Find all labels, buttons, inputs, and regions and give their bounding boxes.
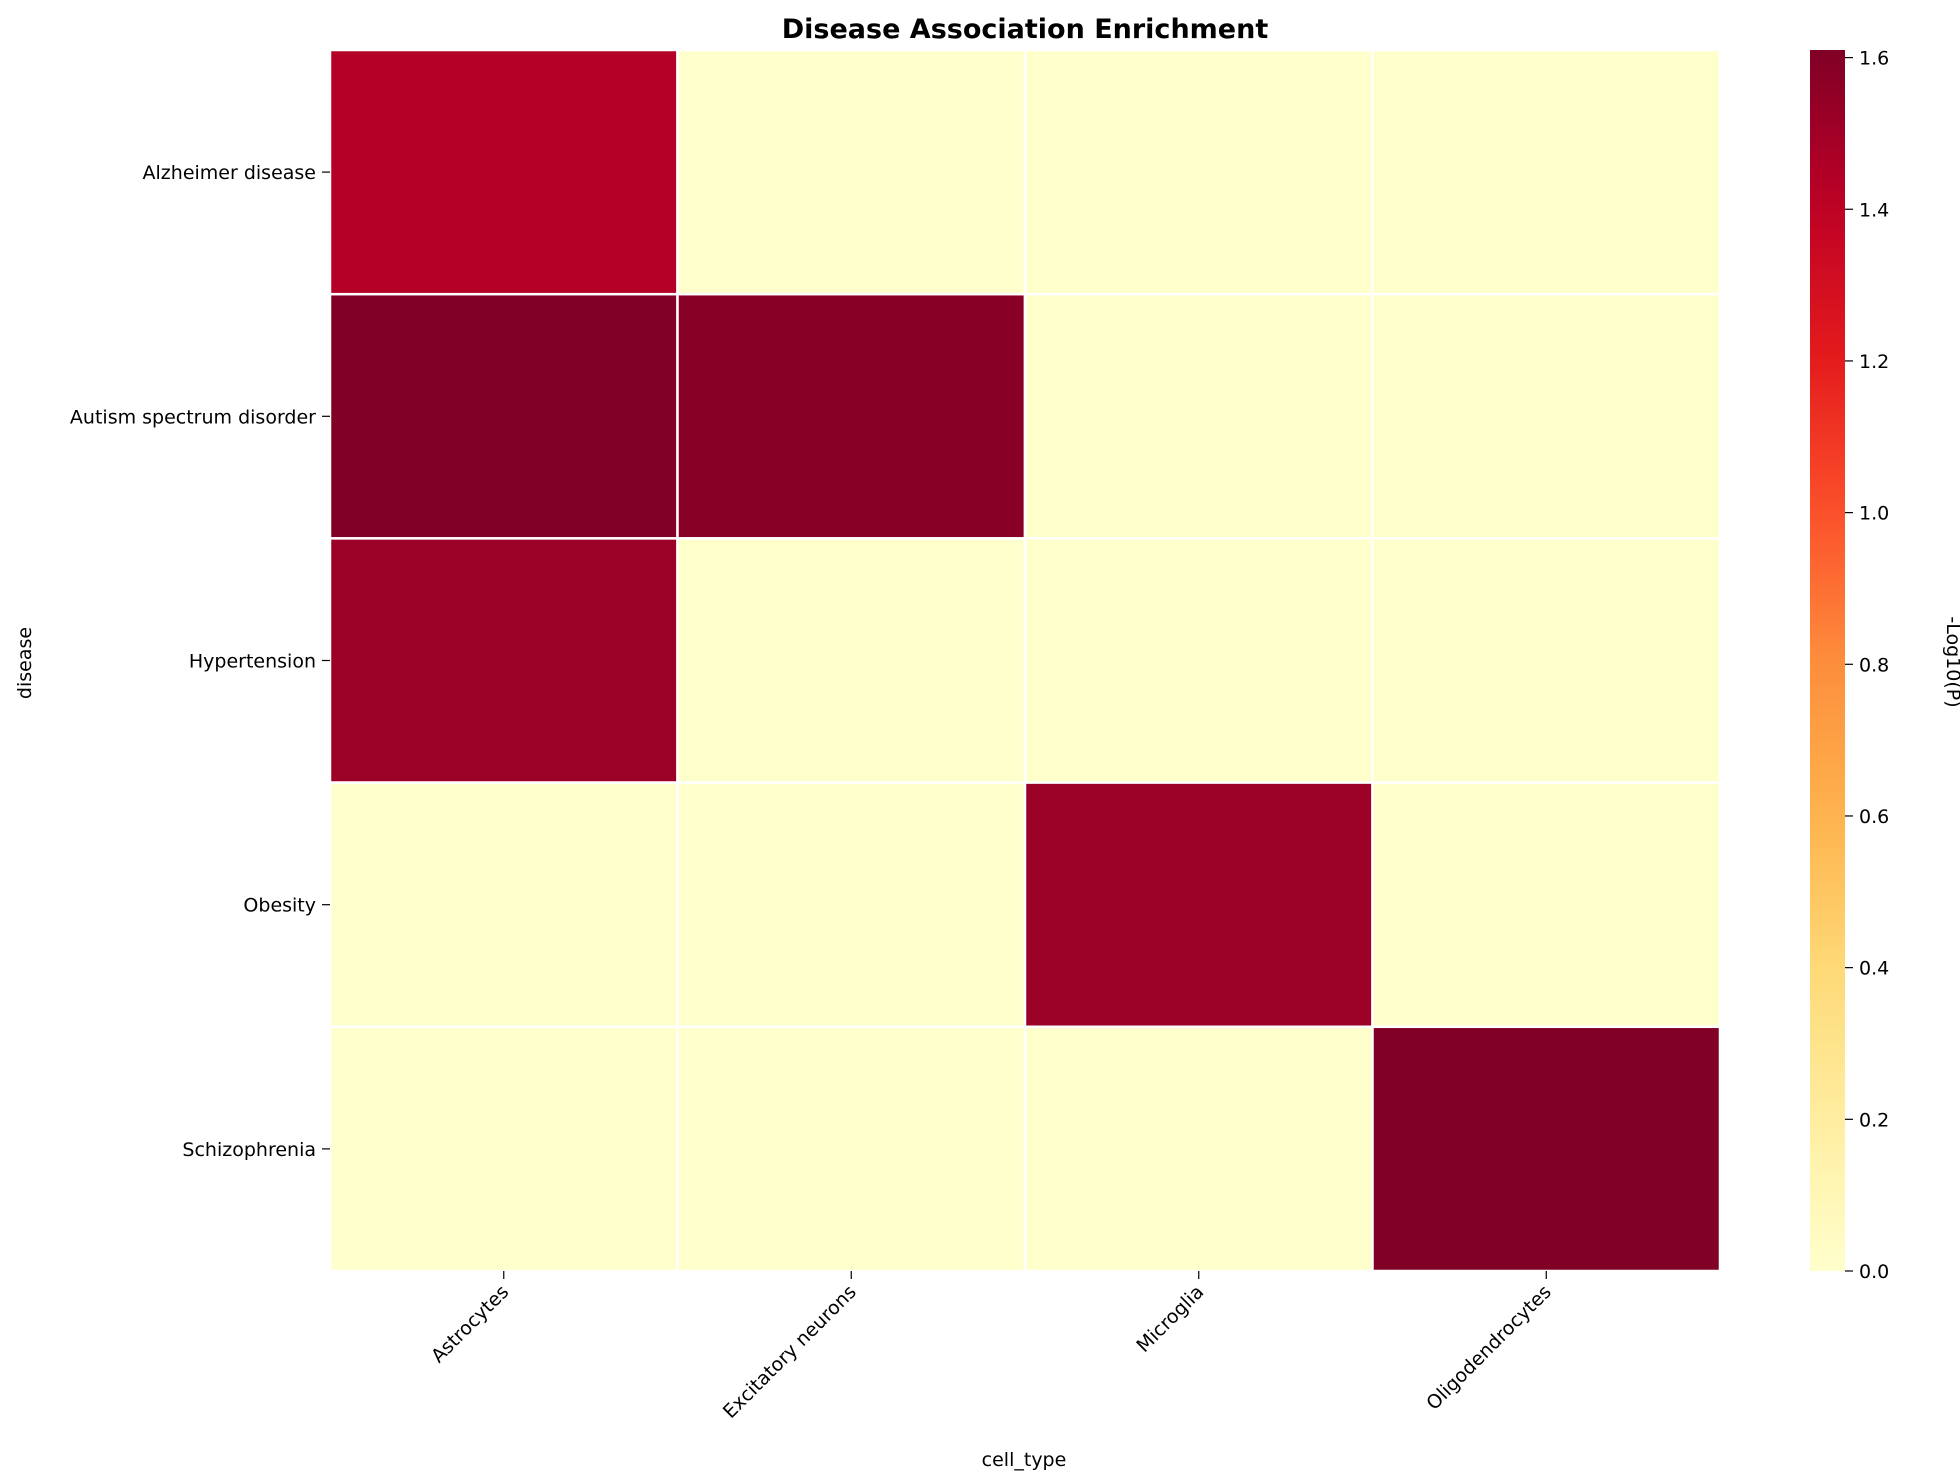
colorbar-tick-label: 1.2 [1859, 351, 1889, 373]
x-tick-label: Excitatory neurons [719, 1281, 861, 1423]
colorbar-tick-label: 0.4 [1859, 958, 1889, 980]
heatmap-cell [676, 1025, 1027, 1273]
heatmap-cell [1371, 781, 1722, 1029]
heatmap-cell [1023, 292, 1374, 540]
heatmap-cell [1023, 48, 1374, 296]
heatmap-cell [676, 781, 1027, 1029]
heatmap-cell [1023, 781, 1374, 1029]
chart-title: Disease Association Enrichment [782, 14, 1269, 45]
y-tick-label: Obesity [243, 895, 316, 917]
y-tick-label: Alzheimer disease [143, 162, 316, 184]
colorbar-label: -Log10(P) [1942, 616, 1960, 707]
heatmap-cell [328, 537, 679, 784]
heatmap-cell [1371, 48, 1722, 296]
colorbar-tick-label: 0.0 [1859, 1261, 1889, 1283]
heatmap-cell [1371, 537, 1722, 784]
heatmap-cell [328, 781, 679, 1029]
colorbar-tick-label: 0.2 [1859, 1109, 1889, 1131]
x-tick-label: Oligodendrocytes [1422, 1281, 1556, 1415]
colorbar-tick-label: 1.4 [1859, 199, 1889, 221]
colorbar-ticks: 0.0 0.2 0.4 0.6 0.8 1.0 1.2 1.4 1.6 [1845, 48, 1889, 1283]
heatmap-cell [676, 292, 1027, 540]
heatmap-cell [328, 1025, 679, 1273]
y-tick-label: Hypertension [189, 651, 316, 673]
heatmap-cell [676, 537, 1027, 784]
y-axis-label: disease [14, 627, 36, 699]
y-tick-label: Autism spectrum disorder [70, 406, 316, 428]
y-axis-ticks: Alzheimer disease Autism spectrum disorde… [70, 162, 330, 1161]
heatmap-cell [328, 292, 679, 540]
heatmap-cell [1371, 292, 1722, 540]
y-tick-label: Schizophrenia [182, 1139, 316, 1161]
colorbar [1810, 50, 1845, 1271]
heatmap-cells [328, 48, 1722, 1273]
colorbar-tick-label: 0.6 [1859, 806, 1889, 828]
x-axis-label: cell_type [982, 1449, 1067, 1471]
heatmap-cell [1023, 1025, 1374, 1273]
heatmap-cell [1023, 537, 1374, 784]
x-tick-label: Astrocytes [427, 1281, 513, 1367]
colorbar-tick-label: 0.8 [1859, 654, 1889, 676]
heatmap-cell [676, 48, 1027, 296]
colorbar-tick-label: 1.6 [1859, 48, 1889, 70]
x-tick-label: Microglia [1132, 1281, 1208, 1357]
colorbar-tick-label: 1.0 [1859, 503, 1889, 525]
heatmap-cell [328, 48, 679, 296]
x-axis-ticks: Astrocytes Excitatory neurons Microglia Oli… [427, 1271, 1556, 1423]
heatmap-cell [1371, 1025, 1722, 1273]
